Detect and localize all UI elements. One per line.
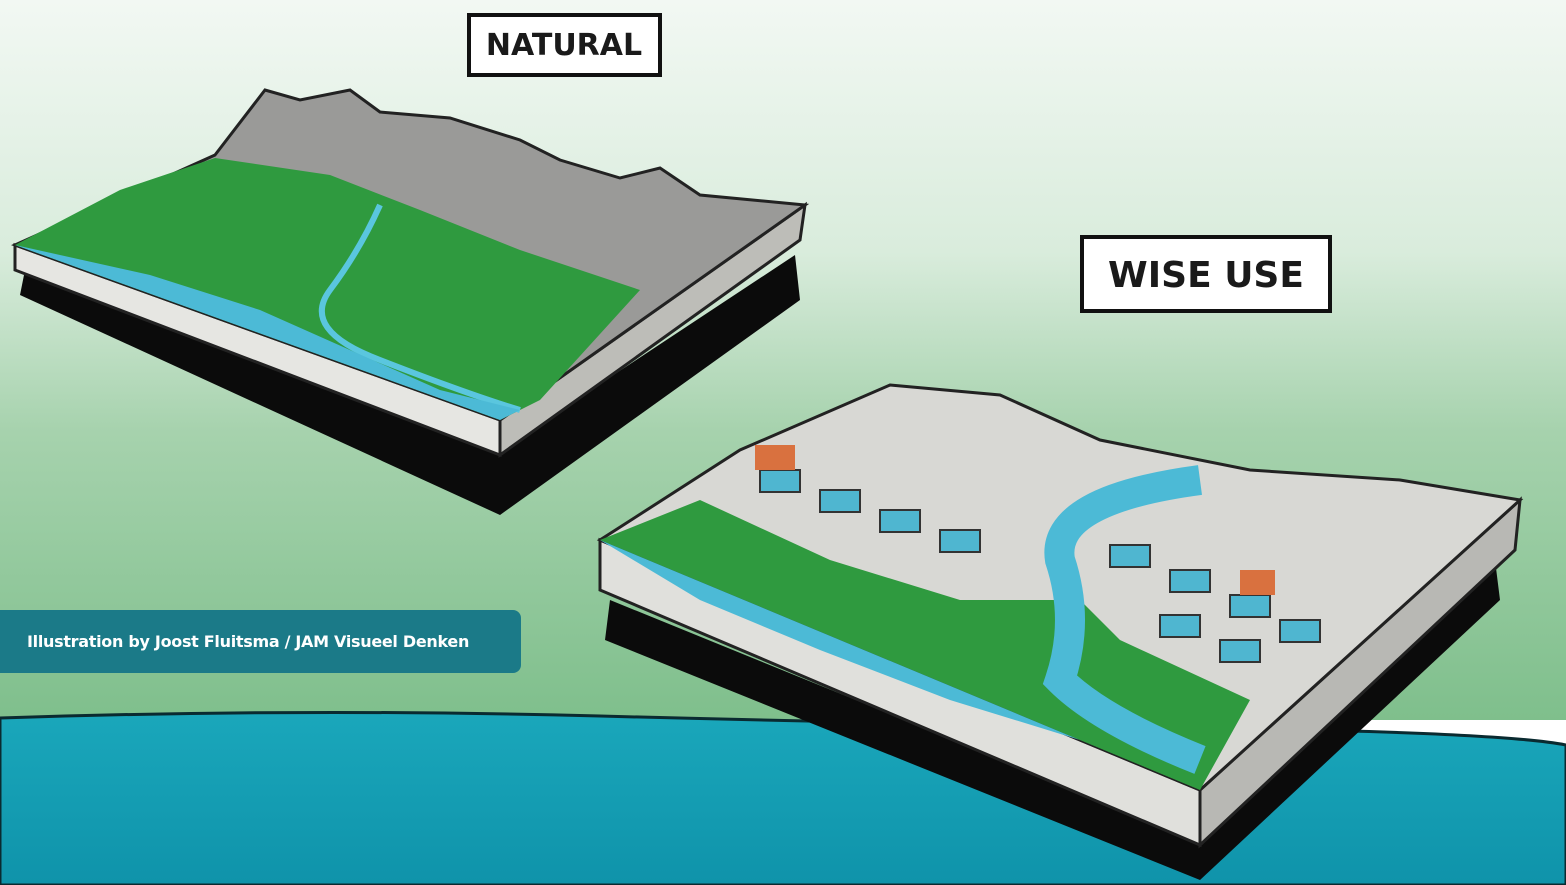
natural-landscape (11, 88, 810, 515)
wise-use-label: WISE USE (1108, 255, 1304, 296)
wise-use-sign: WISE USE (1080, 235, 1332, 313)
wise-use-landscape (596, 383, 1524, 880)
natural-label: NATURAL (486, 28, 642, 63)
natural-sign: NATURAL (467, 13, 662, 77)
caption: Illustration by Joost Fluitsma / JAM Vis… (0, 610, 521, 673)
